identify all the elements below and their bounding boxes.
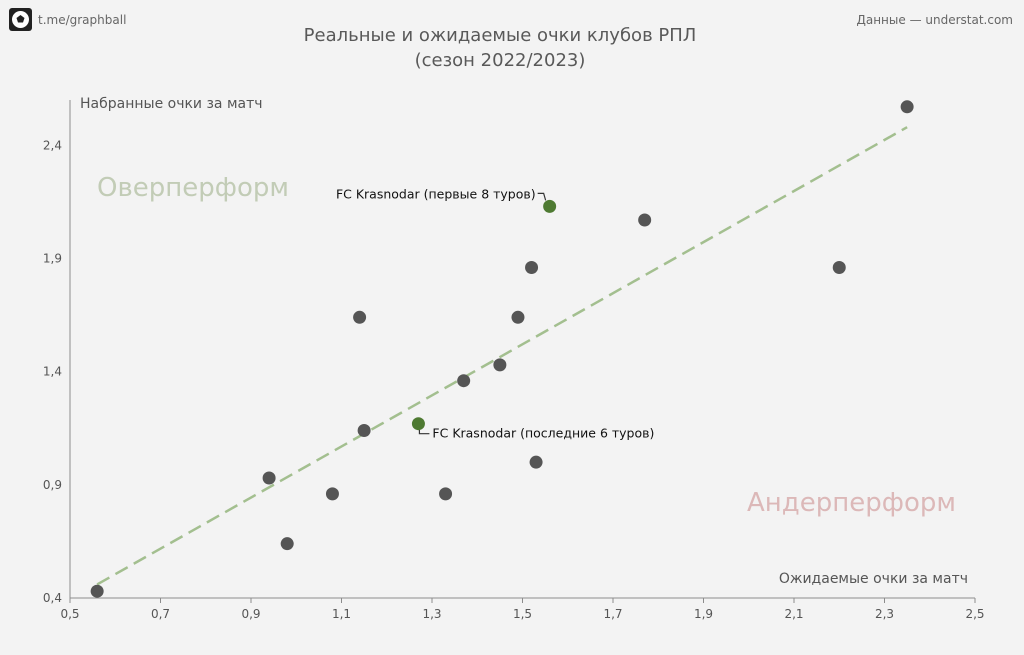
y-ticks: 0,4 0,9 1,4 1,9 2,4: [43, 138, 62, 605]
chart-subtitle: (сезон 2022/2023): [415, 50, 586, 71]
x-tick-label: 1,9: [694, 607, 713, 621]
underperform-label: Андерперформ: [747, 488, 956, 518]
x-tick-label: 1,3: [422, 607, 441, 621]
points-group: [90, 100, 914, 598]
y-tick-label: 0,9: [43, 478, 62, 492]
x-tick-label: 0,9: [241, 607, 260, 621]
data-point: [262, 471, 276, 485]
highlights-group: FC Krasnodar (первые 8 туров) FC Krasnoda…: [336, 186, 654, 440]
data-point: [493, 358, 507, 372]
data-point: [353, 310, 367, 324]
source-handle: t.me/graphball: [38, 13, 126, 27]
y-axis-title: Набранные очки за матч: [80, 96, 263, 112]
trend-line: [96, 126, 908, 586]
y-tick-label: 2,4: [43, 138, 62, 152]
data-credit: Данные — understat.com: [856, 13, 1013, 27]
y-tick-label: 1,4: [43, 365, 62, 379]
x-tick-label: 1,7: [603, 607, 622, 621]
x-axis-title: Ожидаемые очки за матч: [779, 571, 968, 587]
x-tick-label: 1,5: [513, 607, 532, 621]
data-point: [357, 423, 371, 437]
data-point: [832, 261, 846, 275]
logo-icon: [9, 8, 32, 31]
x-tick-label: 1,1: [332, 607, 351, 621]
x-tick-label: 0,5: [60, 607, 79, 621]
x-tick-label: 2,1: [784, 607, 803, 621]
data-point: [529, 455, 543, 469]
data-point: [325, 487, 339, 501]
highlight-point: [543, 199, 557, 213]
x-tick-label: 0,7: [151, 607, 170, 621]
chart-title: Реальные и ожидаемые очки клубов РПЛ: [304, 25, 697, 46]
trend-line-group: [96, 126, 908, 586]
y-tick-label: 0,4: [43, 591, 62, 605]
data-point: [525, 261, 539, 275]
data-point: [511, 310, 525, 324]
overperform-label: Оверперформ: [97, 173, 289, 203]
data-point: [90, 584, 104, 598]
data-point: [638, 213, 652, 227]
y-tick-label: 1,9: [43, 251, 62, 265]
x-tick-label: 2,3: [875, 607, 894, 621]
highlight-point: [411, 417, 425, 431]
x-ticks: 0,5 0,7 0,9 1,1 1,3 1,5 1,7 1,9 2,1 2,3 2,5: [60, 598, 985, 621]
highlight-leader-line: [418, 428, 430, 435]
x-tick-label: 2,5: [965, 607, 984, 621]
data-point: [280, 537, 294, 551]
highlight-label: FC Krasnodar (последние 6 туров): [432, 426, 654, 441]
data-point: [457, 374, 471, 388]
highlight-leader-line: [537, 192, 547, 201]
highlight-label: FC Krasnodar (первые 8 туров): [336, 186, 536, 201]
data-point: [900, 100, 914, 114]
data-point: [439, 487, 453, 501]
